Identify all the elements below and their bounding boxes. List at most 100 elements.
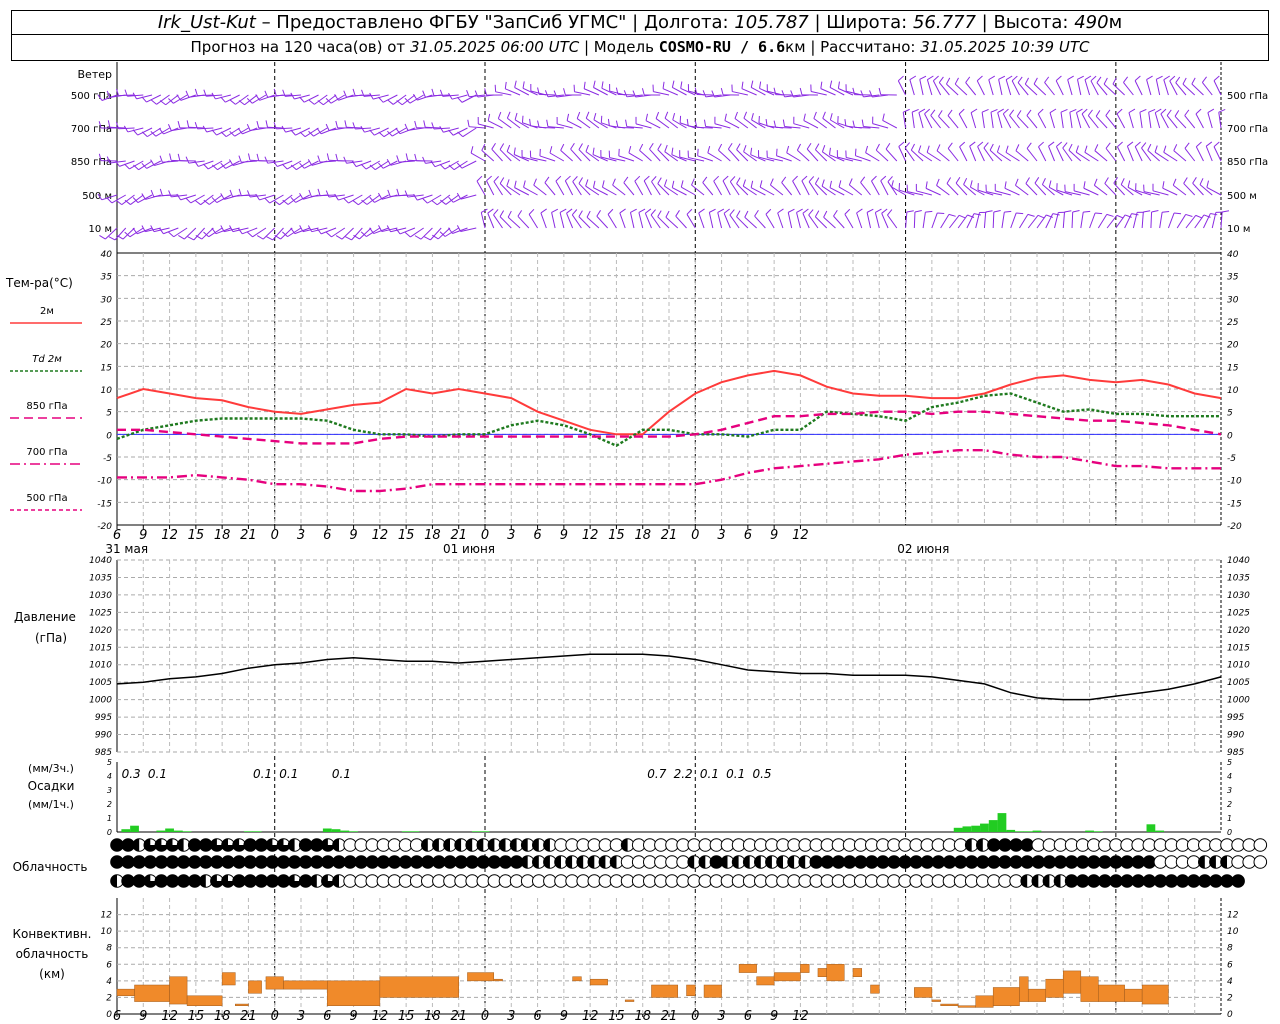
wind-barb-feather [256,235,264,240]
wind-barb-feather [572,176,578,182]
wind-barb [1201,82,1213,96]
wind-barb-feather [1084,75,1092,81]
wind-barb [1104,183,1117,196]
wind-barb-feather [203,199,210,205]
wind-barb [1174,115,1187,129]
cloud-symbol [221,838,235,852]
wind-barb [583,88,600,96]
wind-barb-feather [829,180,832,188]
conv-ytick-right: 0 [1227,1010,1233,1020]
wind-barb-feather [167,124,172,131]
conv-bar [283,980,328,990]
temp-legend-label: 500 гПа [26,493,67,504]
temp-xtick-label: 12 [161,528,178,543]
wind-barb [802,213,810,229]
wind-barb-feather [266,236,273,241]
wind-barb-feather [282,89,286,97]
wind-barb-feather [396,188,400,196]
wind-barb [1048,145,1055,162]
wind-barb-feather [936,144,941,152]
cloud-half [599,855,606,869]
wind-barb-feather [866,208,874,213]
wind-barb-feather [351,160,357,167]
wind-barb [506,185,521,196]
wind-barb-feather [499,177,505,184]
wind-barb [722,180,731,196]
wind-barb-feather [649,142,654,150]
wind-barb-feather [1160,108,1167,115]
wind-barb-feather [641,88,645,96]
wind-barb [127,94,144,97]
wind-barb [585,185,600,196]
precip-bar [1093,831,1103,832]
wind-barb-feather [132,92,137,100]
cloud-symbol [498,838,513,852]
wind-barb [992,211,995,229]
wind-barb [954,83,968,96]
wind-barb-feather [176,193,182,201]
wind-barb-feather [650,209,656,216]
wind-barb [1120,184,1134,196]
wind-barb [743,117,757,129]
wind-barb [717,212,723,229]
wind-barb-feather [422,156,426,164]
conv-bar [800,964,810,973]
wind-barb-feather [821,145,826,152]
cloud-symbol [165,838,180,852]
cloud-symbol [143,874,158,888]
wind-barb-feather [750,180,754,188]
wind-barb-feather [1090,75,1097,82]
pres-title: Давление [14,610,76,624]
cloud-half [776,855,783,869]
wind-barb [931,212,938,229]
wind-barb-feather [820,81,823,89]
wind-barb [793,123,810,129]
wind-barb-feather [299,131,306,138]
wind-barb [163,127,179,135]
wind-barb-feather [123,125,129,133]
wind-barb [924,113,933,129]
conv-bar [169,976,188,1005]
wind-barb [430,227,442,241]
wind-barb [544,182,556,196]
wind-barb-feather [1104,177,1109,184]
wind-barb [320,127,337,135]
conv-bar [134,984,170,1002]
precip-bar [156,830,166,832]
wind-barb [417,94,433,101]
temp-xtick-label: 6 [744,528,752,543]
conv-xtick-label: 9 [139,1009,147,1024]
conv-bar [957,1005,976,1008]
wind-barb [1034,182,1047,196]
wind-barb-feather [948,213,956,217]
wind-barb [206,127,223,133]
temp-xtick-label: 21 [450,528,467,543]
wind-barb-feather [1192,177,1197,184]
wind-barb-feather [290,196,296,203]
wind-barb [838,186,854,196]
wind-barb [383,127,398,138]
precip-bar [997,813,1007,832]
wind-barb-feather [578,210,583,217]
temp-xtick-label: 9 [560,528,568,543]
wind-barb-feather [586,210,591,218]
wind-barb [596,215,609,229]
wind-barb [578,149,591,162]
wind-barb-feather [1004,210,1012,213]
wind-barb-feather [973,213,981,216]
temp-ytick-right: -5 [1227,454,1236,464]
wind-barb [539,126,556,129]
temp-ytick-left: 0 [106,431,112,441]
cloud-symbol [543,838,557,852]
wind-barb-feather [570,142,575,150]
wind-barb-feather [185,197,192,204]
wind-barb-feather [116,235,124,240]
wind-barb [1084,151,1099,162]
wind-barb [1206,186,1222,196]
wind-barb [672,187,687,196]
wind-barb [1128,112,1134,129]
wind-barb-feather [404,123,409,131]
cloud-three-quarter [210,838,224,852]
wind-barb-feather [1011,75,1018,82]
